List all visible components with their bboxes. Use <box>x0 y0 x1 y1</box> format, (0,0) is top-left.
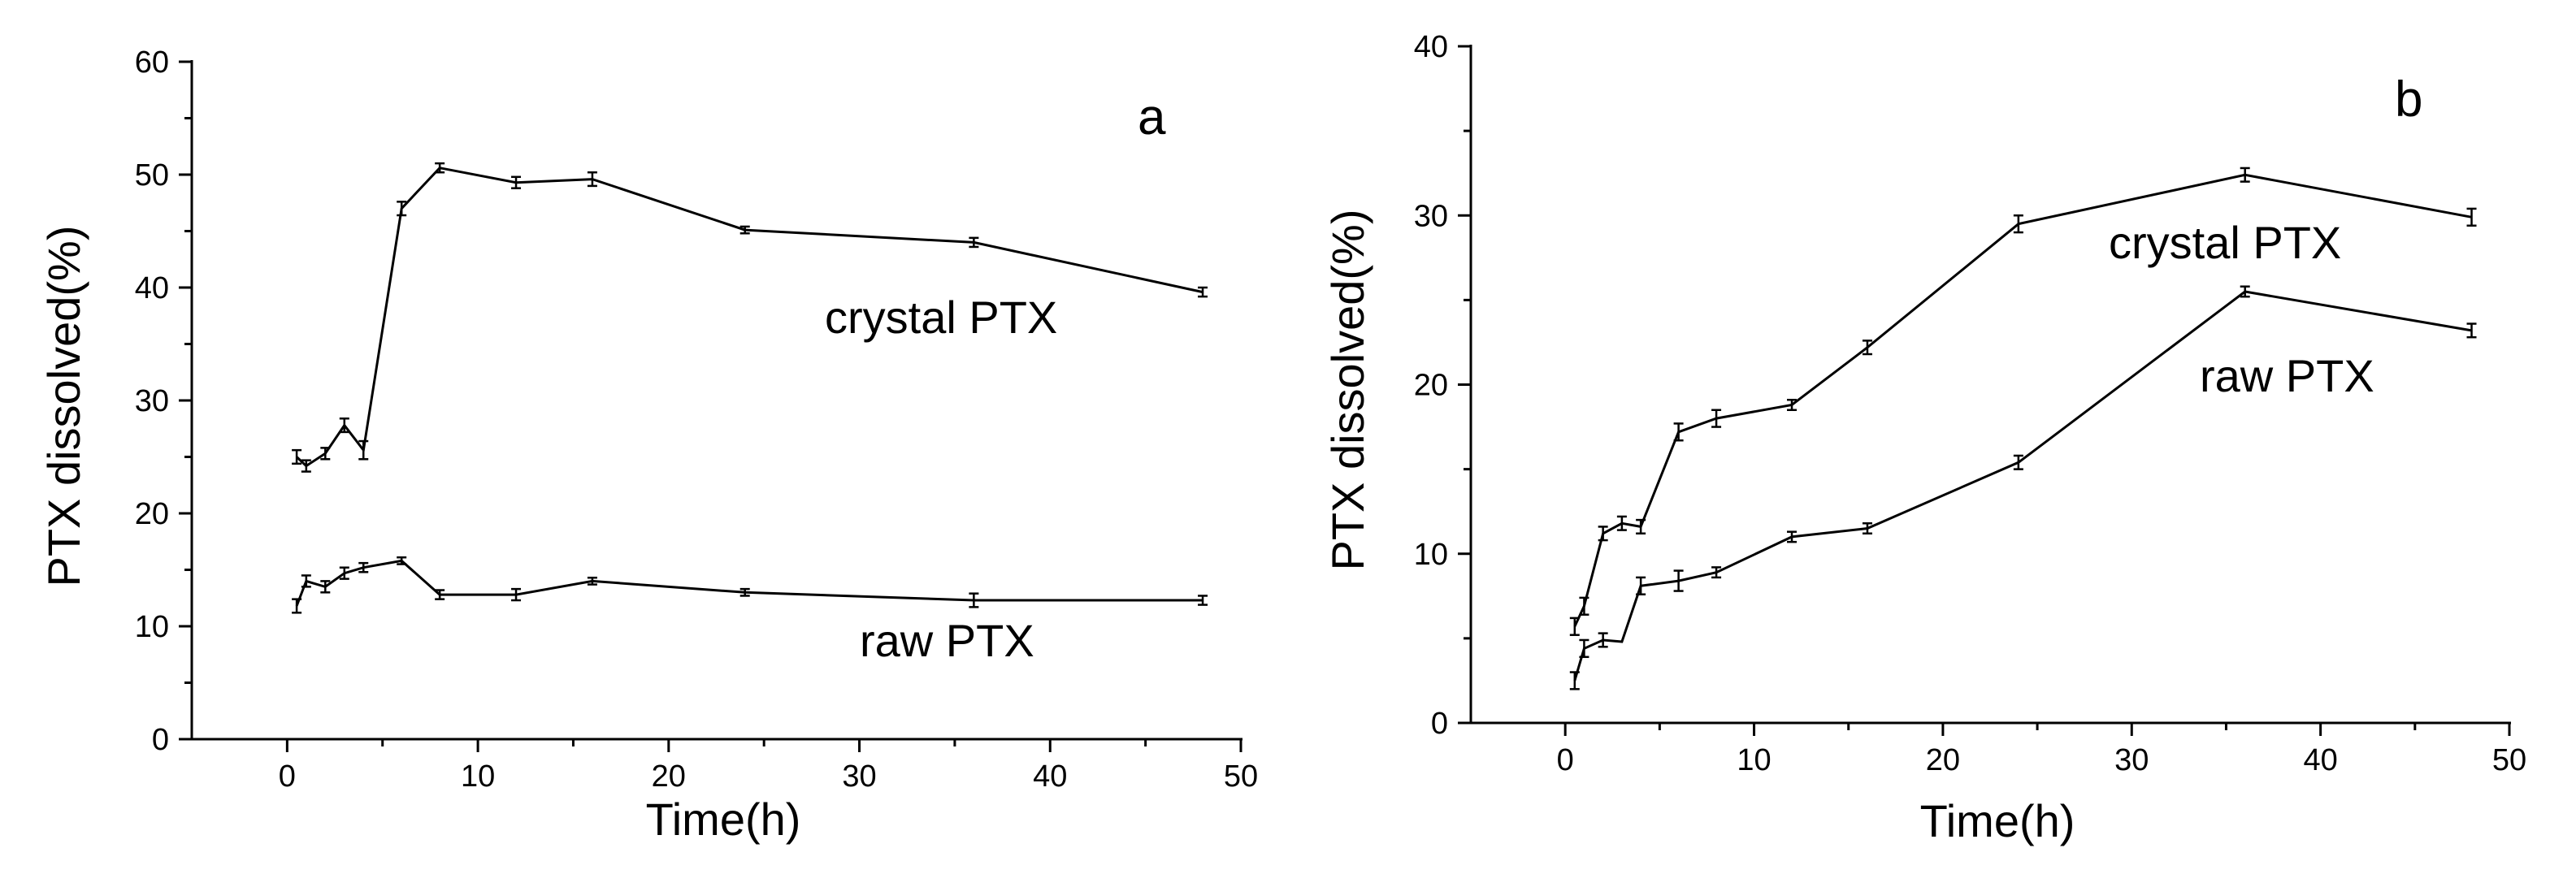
panel-a-crystal-ptx-series-line <box>296 167 1203 468</box>
panel-a-label: a <box>1138 89 1166 145</box>
panel-b-y-tick-label: 20 <box>1414 369 1448 403</box>
panel-b-x-tick-label: 10 <box>1737 743 1771 777</box>
panel-a-y-tick-label: 20 <box>135 497 169 531</box>
panel-b-y-tick-label: 10 <box>1414 538 1448 572</box>
panel-b-y-axis-title: PTX dissolved(%) <box>1322 209 1373 570</box>
panel-b-x-tick-label: 40 <box>2303 743 2337 777</box>
panel-a-raw-ptx-label: raw PTX <box>860 615 1034 666</box>
panel-a-x-tick-label: 40 <box>1033 759 1067 794</box>
panel-b-crystal-ptx-label: crystal PTX <box>2109 217 2341 268</box>
panel-a-y-tick-label: 50 <box>135 158 169 193</box>
panel-a-x-tick-label: 0 <box>279 759 296 794</box>
panel-a-x-tick-label: 30 <box>842 759 876 794</box>
panel-b-label: b <box>2395 71 2422 128</box>
panel-a-x-tick-label: 50 <box>1224 759 1258 794</box>
panel-a-x-tick-label: 20 <box>652 759 686 794</box>
panel-a-crystal-ptx-label: crystal PTX <box>825 292 1057 343</box>
panel-b-crystal-ptx-series-line <box>1573 173 2472 627</box>
panel-b-raw-ptx-label: raw PTX <box>2200 350 2374 401</box>
panel-b-x-tick-label: 30 <box>2114 743 2149 777</box>
panel-a-y-axis-title: PTX dissolved(%) <box>38 225 89 586</box>
panel-b-x-axis-title: Time(h) <box>1920 795 2075 846</box>
panel-a-y-tick-label: 60 <box>135 45 169 80</box>
panel-b-y-tick-label: 0 <box>1431 707 1448 741</box>
panel-a-chart: a Time(h) PTX dissolved(%) crystal PTX r… <box>38 45 1258 845</box>
panel-b-x-tick-label: 20 <box>1926 743 1960 777</box>
panel-b-chart: b Time(h) PTX dissolved(%) crystal PTX r… <box>1322 30 2526 846</box>
panel-b-y-tick-label: 40 <box>1414 30 1448 64</box>
panel-b-x-tick-label: 0 <box>1557 743 1574 777</box>
panel-a-x-axis-title: Time(h) <box>646 794 801 845</box>
panel-a-y-tick-label: 10 <box>135 610 169 644</box>
panel-a-x-tick-label: 10 <box>461 759 495 794</box>
panel-b-y-tick-label: 30 <box>1414 199 1448 233</box>
panel-a-y-tick-label: 30 <box>135 384 169 418</box>
panel-a-y-tick-label: 0 <box>152 723 169 757</box>
panel-a-y-tick-label: 40 <box>135 271 169 305</box>
panel-b-raw-ptx-series-line <box>1573 290 2472 681</box>
panel-b-x-tick-label: 50 <box>2492 743 2526 777</box>
panel-a-raw-ptx-series-line <box>295 559 1203 607</box>
